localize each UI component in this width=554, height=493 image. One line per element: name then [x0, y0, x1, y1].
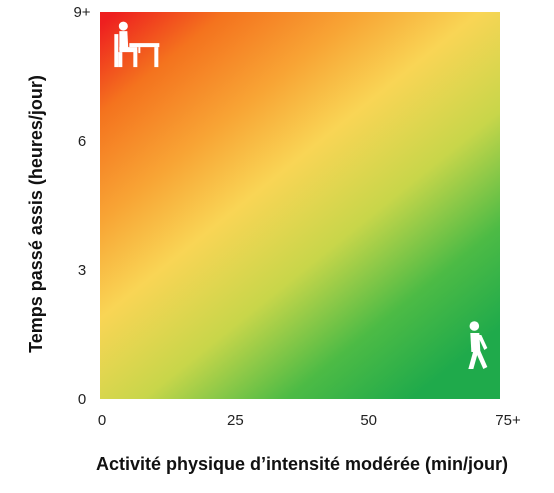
y-tick-label: 3	[78, 262, 86, 279]
walking-person-icon	[468, 321, 488, 369]
x-tick-label: 50	[360, 412, 377, 429]
y-tick-label: 6	[78, 133, 86, 150]
x-axis-title: Activité physique d’intensité modérée (m…	[96, 454, 508, 474]
y-tick-label: 0	[78, 391, 86, 408]
x-tick-label: 75+	[495, 412, 521, 429]
x-tick-label: 0	[98, 412, 106, 429]
heatmap-area	[100, 12, 500, 399]
x-tick-label: 25	[227, 412, 244, 429]
y-tick-label: 9+	[73, 4, 90, 21]
y-axis-title: Temps passé assis (heures/jour)	[26, 75, 46, 353]
sitting-person-icon	[114, 21, 160, 68]
